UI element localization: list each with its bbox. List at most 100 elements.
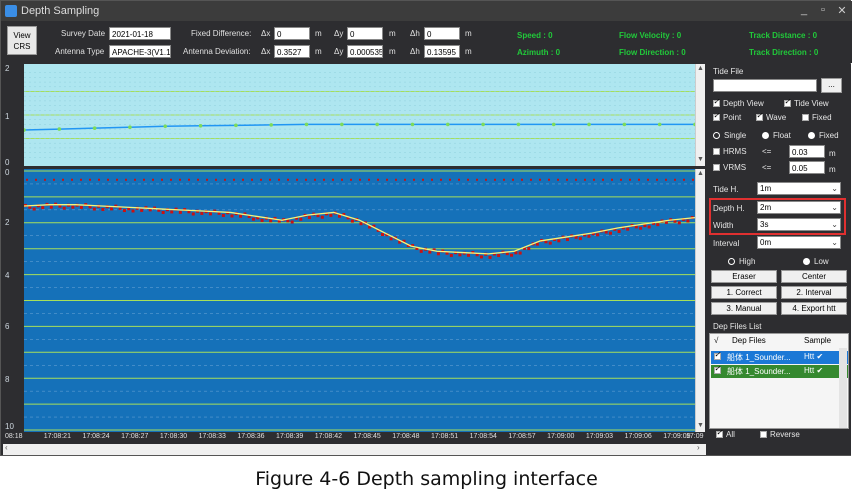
high-radio[interactable]: High	[728, 257, 755, 266]
table-row[interactable]: 船体 1_Sounder... Htt ✔	[711, 364, 848, 378]
hrms-operator: <=	[762, 147, 772, 156]
scroll-down-icon[interactable]: ▼	[697, 422, 704, 429]
tide-point	[516, 122, 521, 127]
depth-tick-label: 10	[5, 422, 14, 431]
interval-value: 0m	[760, 238, 772, 247]
dev-dy-field[interactable]: 0.000535	[347, 45, 383, 58]
fixed-radio[interactable]: Fixed	[808, 131, 839, 140]
depth-noise-point	[98, 178, 100, 181]
survey-date-field[interactable]: 2021-01-18	[109, 27, 171, 40]
antenna-type-field[interactable]: APACHE-3(V1.1)	[109, 45, 171, 58]
depth-point	[376, 228, 380, 232]
export-button[interactable]: 4. Export htt	[781, 302, 847, 315]
close-button[interactable]: ✕	[837, 5, 847, 17]
depth-point	[565, 238, 569, 242]
depth-noise-point	[404, 178, 406, 181]
depth-point	[445, 251, 449, 255]
tide-tick-label: 0	[5, 158, 10, 167]
hrms-checkbox[interactable]: HRMS	[713, 147, 747, 156]
track-distance-readout: Track Distance : 0	[749, 31, 818, 40]
center-button[interactable]: Center	[781, 270, 847, 283]
list-scrollbar[interactable]	[839, 348, 847, 428]
tide-point	[304, 122, 309, 127]
depth-noise-point	[260, 178, 262, 181]
depth-point	[574, 235, 578, 239]
depth-h-select[interactable]: 2m ⌄	[757, 201, 841, 214]
checkbox-icon	[713, 164, 720, 171]
dev-dh-field[interactable]: 0.13595	[424, 45, 460, 58]
width-select[interactable]: 3s ⌄	[757, 218, 841, 231]
depth-chart[interactable]	[23, 169, 696, 432]
depth-scrollbar[interactable]: ▲ ▼	[695, 169, 705, 432]
depth-noise-point	[44, 178, 46, 181]
float-radio[interactable]: Float	[762, 131, 791, 140]
row-checkbox[interactable]	[714, 350, 724, 361]
depth-point	[200, 211, 204, 215]
time-tick-label: 17:08:33	[198, 433, 226, 440]
low-radio[interactable]: Low	[803, 257, 829, 266]
tide-view-checkbox[interactable]: Tide View	[784, 97, 829, 108]
vrms-field[interactable]: 0.05	[789, 161, 825, 174]
fixed-dy-field[interactable]: 0	[347, 27, 383, 40]
tide-file-field[interactable]	[713, 79, 817, 92]
manual-button[interactable]: 3. Manual	[711, 302, 777, 315]
depth-point	[251, 217, 255, 221]
depth-noise-point	[539, 178, 541, 181]
table-row[interactable]: 船体 1_Sounder... Htt ✔	[711, 350, 848, 364]
depth-noise-point	[665, 178, 667, 181]
depth-point	[316, 214, 320, 218]
row-checkbox[interactable]	[714, 364, 724, 375]
depth-point	[686, 219, 690, 223]
single-radio[interactable]: Single	[713, 131, 746, 140]
point-label: Point	[723, 113, 742, 122]
eraser-button[interactable]: Eraser	[711, 270, 777, 283]
depth-point	[140, 208, 144, 212]
scroll-right-icon[interactable]: ›	[697, 443, 700, 452]
checkbox-checked-icon	[784, 97, 791, 107]
fixed-dh-unit: m	[465, 29, 472, 38]
view-crs-button[interactable]: View CRS	[7, 26, 37, 55]
scroll-down-icon[interactable]: ▼	[697, 156, 704, 163]
depth-point	[677, 221, 681, 225]
depth-point	[626, 227, 630, 231]
point-checkbox[interactable]: Point	[713, 111, 742, 122]
depth-noise-point	[629, 178, 631, 181]
depth-noise-point	[494, 178, 496, 181]
scroll-left-icon[interactable]: ‹	[5, 443, 8, 452]
tide-h-select[interactable]: 1m ⌄	[757, 182, 841, 195]
interval-select[interactable]: 0m ⌄	[757, 236, 841, 249]
browse-button[interactable]: ...	[821, 78, 842, 93]
maximize-button[interactable]: ▫	[821, 4, 825, 16]
depth-point	[148, 208, 152, 212]
depth-view-checkbox[interactable]: Depth View	[713, 97, 764, 108]
depth-point	[458, 253, 462, 257]
vrms-checkbox[interactable]: VRMS	[713, 163, 746, 172]
wave-checkbox[interactable]: Wave	[756, 111, 786, 122]
hrms-field[interactable]: 0.03	[789, 145, 825, 158]
horizontal-scrollbar[interactable]: ‹ ›	[3, 443, 706, 455]
tide-h-value: 1m	[760, 184, 772, 193]
dev-dx-unit: m	[315, 47, 322, 56]
tide-chart[interactable]	[22, 64, 697, 166]
scroll-up-icon[interactable]: ▲	[697, 65, 704, 72]
correct-button[interactable]: 1. Correct	[711, 286, 777, 299]
scroll-up-icon[interactable]: ▲	[697, 170, 704, 177]
radio-icon	[713, 132, 720, 139]
dev-dx-field[interactable]: 0.3527	[274, 45, 310, 58]
time-tick-label: 17:08:45	[353, 433, 381, 440]
interval-button[interactable]: 2. Interval	[781, 286, 847, 299]
depth-point	[299, 217, 303, 221]
depth-point	[402, 239, 406, 243]
minimize-button[interactable]: _	[800, 4, 808, 16]
depth-tick-label: 2	[5, 218, 10, 227]
fixed-dh-field[interactable]: 0	[424, 27, 460, 40]
time-tick-label: 17:08:27	[121, 433, 149, 440]
depth-noise-point	[683, 178, 685, 181]
fixed-checkbox[interactable]: Fixed	[802, 113, 832, 122]
depth-noise-point	[440, 178, 442, 181]
all-checkbox[interactable]: All	[716, 428, 735, 439]
fixed-dx-field[interactable]: 0	[274, 27, 310, 40]
reverse-checkbox[interactable]: Reverse	[760, 430, 800, 439]
depth-point	[475, 253, 479, 257]
tide-scrollbar[interactable]: ▲ ▼	[695, 64, 705, 166]
